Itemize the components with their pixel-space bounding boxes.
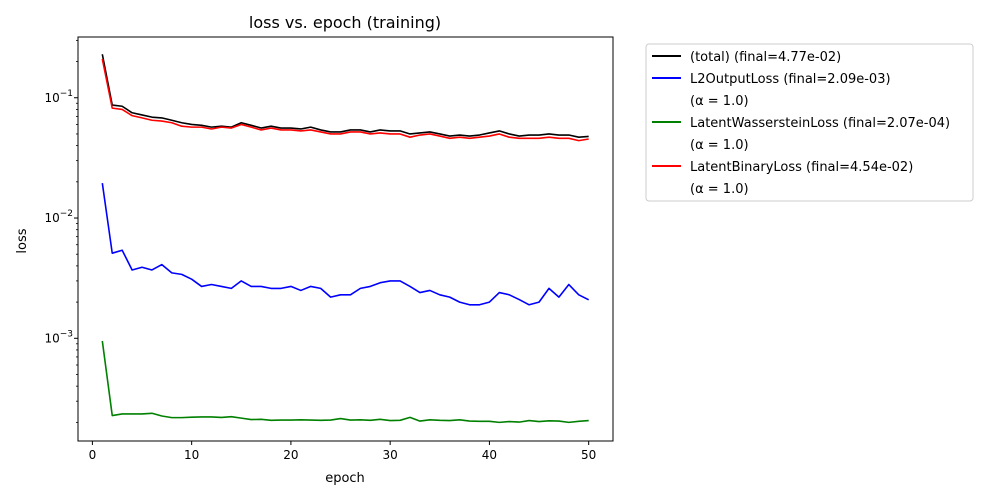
x-tick-label: 10 — [184, 448, 199, 462]
x-tick-label: 30 — [383, 448, 398, 462]
legend-entry-1: L2OutputLoss (final=2.09e-03) — [690, 72, 891, 87]
x-tick-label: 20 — [283, 448, 298, 462]
legend-entry-2: LatentWassersteinLoss (final=2.07e-04) — [690, 116, 950, 131]
legend-box — [645, 43, 974, 202]
y-tick-label: 10−1 — [44, 89, 73, 105]
x-axis: 0 10 20 30 40 50 — [89, 441, 596, 462]
y-axis-label: loss — [15, 228, 30, 253]
series-line-3 — [101, 58, 589, 142]
y-tick-label: 10−2 — [44, 209, 73, 225]
series-line-2 — [101, 340, 589, 424]
legend-entry-0: (total) (final=4.77e-02) — [690, 50, 841, 65]
y-axis: 10−3 10−2 10−1 — [44, 39, 78, 423]
y-tick-label: 10−3 — [44, 329, 73, 345]
series-line-0 — [101, 54, 589, 138]
legend-sublabel-2: (α = 1.0) — [690, 138, 749, 153]
plot-area — [101, 54, 590, 424]
chart-title: loss vs. epoch (training) — [249, 13, 441, 32]
legend-entry-3: LatentBinaryLoss (final=4.54e-02) — [690, 160, 913, 175]
legend-sublabel-3: (α = 1.0) — [690, 182, 749, 197]
x-tick-label: 0 — [89, 448, 97, 462]
x-tick-label: 40 — [482, 448, 497, 462]
x-axis-label: epoch — [325, 471, 365, 486]
legend-sublabel-1: (α = 1.0) — [690, 94, 749, 109]
x-tick-label: 50 — [581, 448, 596, 462]
legend: (total) (final=4.77e-02) L2OutputLoss (fi… — [645, 43, 974, 202]
series-line-1 — [101, 183, 590, 306]
plot-frame — [77, 36, 614, 442]
